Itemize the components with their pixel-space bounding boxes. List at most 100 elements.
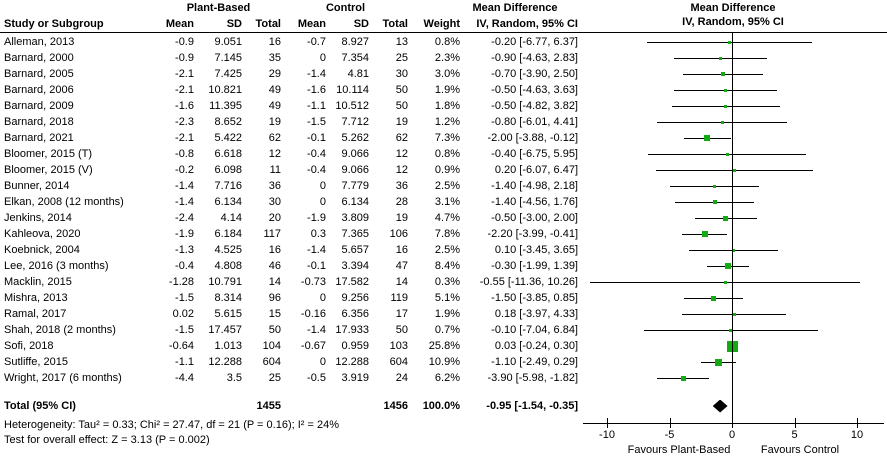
mean-difference-header-text: Mean Difference [472,2,558,14]
cell-c_total: 17 [395,308,408,320]
axis-tick-label: 0 [728,429,736,441]
cell-ci_text: 0.18 [-3.97, 4.33] [494,308,578,320]
cell-name: Bloomer, 2015 (T) [4,148,93,160]
axis-tick [732,418,733,428]
cell-weight: 10.9% [428,356,460,368]
effect-marker [724,88,728,92]
effect-marker [724,104,728,108]
study-row: Barnard, 2018 -2.3 8.652 19 -1.5 7.712 19 1.2% -… [0,114,578,130]
cell-c_sd: 9.066 [341,164,369,176]
study-row: Bloomer, 2015 (T) -0.8 6.618 12 -0.4 9.066 12 0… [0,146,578,162]
effect-marker [701,231,708,237]
favours-left-label: Favours Plant-Based [627,444,731,456]
cell-pb_mean: -1.5 [175,292,194,304]
study-row: Jenkins, 2014 -2.4 4.14 20 -1.9 3.809 19 4.7% -0… [0,210,578,226]
col-c-total-header: Total [382,18,408,30]
cell-c_total: 14 [395,276,408,288]
axis-tick-label: 5 [791,429,798,441]
cell-pb_sd: 8.652 [214,116,242,128]
study-row: Barnard, 2005 -2.1 7.425 29 -1.4 4.81 30 3.0% -0… [0,66,578,82]
cell-ci_text: -0.50 [-4.63, 3.63] [491,84,578,96]
cell-pb_mean: -0.2 [175,164,194,176]
cell-pb_mean: -2.1 [175,132,194,144]
cell-pb_total: 11 [269,164,281,176]
cell-pb_mean: 0.02 [172,308,194,320]
ci-line [682,234,727,235]
cell-pb_mean: -1.5 [175,324,194,336]
zero-line [732,33,733,423]
cell-pb_sd: 8.314 [214,292,242,304]
cell-pb_sd: 5.422 [214,132,242,144]
x-axis-line [583,423,884,424]
cell-pb_mean: -0.64 [168,340,194,352]
cell-weight: 3.0% [434,68,460,80]
cell-c_sd: 10.512 [335,100,369,112]
cell-pb_sd: 1.013 [214,340,242,352]
summary-diamond [712,399,728,413]
study-row: Shah, 2018 (2 months) -1.5 17.457 50 -1.4 17.… [0,322,578,338]
cell-pb_sd: 17.457 [208,324,242,336]
study-row: Kahleova, 2020 -1.9 6.184 117 0.3 7.365 106 7.8… [0,226,578,242]
total-weight: 100.0% [422,400,460,412]
cell-pb_mean: -2.1 [175,84,194,96]
cell-pb_mean: -1.1 [175,356,194,368]
cell-c_mean: -1.6 [307,84,326,96]
cell-pb_total: 15 [268,308,281,320]
cell-c_sd: 7.779 [341,180,369,192]
ci-line [644,330,818,331]
cell-c_sd: 12.288 [335,356,369,368]
cell-name: Ramal, 2017 [4,308,67,320]
cell-pb_sd: 10.821 [208,84,242,96]
effect-marker [680,375,686,381]
cell-pb_sd: 4.14 [220,212,242,224]
cell-name: Barnard, 2021 [4,132,74,144]
effect-marker [720,120,724,124]
cell-pb_total: 49 [268,100,281,112]
effect-marker [712,200,717,204]
cell-pb_total: 14 [268,276,281,288]
cell-ci_text: -1.10 [-2.49, 0.29] [491,356,578,368]
effect-marker [725,263,732,269]
study-table: Alleman, 2013 -0.9 9.051 16 -0.7 8.927 13 0.8% -… [0,34,578,386]
effect-marker [714,358,722,366]
cell-pb_sd: 12.288 [208,356,242,368]
cell-c_sd: 7.365 [341,228,369,240]
cell-c_mean: -0.4 [307,164,326,176]
cell-c_total: 30 [395,68,408,80]
ci-subtitle-plot: IV, Random, 95% CI [682,16,784,28]
cell-weight: 2.5% [434,244,460,256]
col-c-sd-header: SD [353,18,369,30]
col-pb-sd-header: SD [226,18,242,30]
axis-tick-label: 10 [850,429,864,441]
cell-c_total: 62 [395,132,408,144]
header-separator-line [0,32,887,33]
cell-name: Barnard, 2005 [4,68,74,80]
cell-c_mean: -0.67 [300,340,326,352]
cell-ci_text: -0.55 [-11.36, 10.26] [479,276,578,288]
cell-ci_text: -1.40 [-4.56, 1.76] [491,196,578,208]
cell-c_sd: 6.356 [341,308,369,320]
cell-ci_text: -2.00 [-3.88, -0.12] [487,132,579,144]
effect-marker [719,56,723,60]
ci-line [688,250,778,251]
group-header-control: Control [325,2,366,14]
ci-line [669,186,760,187]
cell-pb_sd: 6.618 [214,148,242,160]
cell-weight: 1.9% [434,308,460,320]
cell-pb_total: 50 [268,324,281,336]
ci-line [729,346,736,347]
ci-line [671,106,780,107]
cell-name: Koebnick, 2004 [4,244,80,256]
cell-c_total: 19 [395,212,408,224]
cell-c_sd: 9.256 [341,292,369,304]
cell-c_sd: 17.933 [335,324,369,336]
cell-c_total: 12 [395,148,408,160]
cell-pb_mean: -1.3 [175,244,194,256]
cell-c_sd: 6.134 [341,196,369,208]
cell-pb_sd: 6.098 [214,164,242,176]
cell-ci_text: -3.90 [-5.98, -1.82] [487,372,579,384]
cell-c_sd: 4.81 [347,68,369,80]
cell-c_mean: -0.4 [307,148,326,160]
cell-pb_sd: 4.808 [214,260,242,272]
cell-weight: 7.8% [434,228,460,240]
